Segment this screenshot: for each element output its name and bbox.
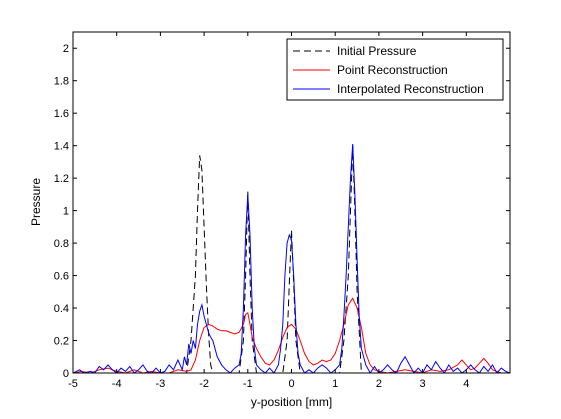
- x-tick-label: -3: [156, 378, 166, 390]
- x-tick-label: 3: [420, 378, 426, 390]
- x-tick-label: 0: [288, 378, 294, 390]
- y-tick-label: 1.4: [54, 141, 69, 153]
- y-tick-label: 1: [63, 206, 69, 218]
- x-tick-label: 4: [463, 378, 469, 390]
- x-tick-label: -2: [199, 378, 209, 390]
- y-tick-label: 0.8: [54, 238, 69, 250]
- x-tick-label: -5: [68, 378, 78, 390]
- legend: Initial Pressure Point Reconstruction Inte…: [286, 38, 504, 101]
- series-line-initial-pressure: [73, 145, 510, 373]
- y-tick-label: 1.6: [54, 108, 69, 120]
- x-axis: -5 -4 -3 -2 -1 0 1 2 3 4: [68, 32, 469, 390]
- y-tick-label: 1.8: [54, 76, 69, 88]
- legend-label: Initial Pressure: [337, 44, 417, 58]
- x-tick-label: -1: [243, 378, 253, 390]
- y-tick-label: 0.4: [54, 303, 69, 315]
- y-tick-label: 2: [63, 43, 69, 55]
- x-tick-label: 2: [376, 378, 382, 390]
- x-axis-title: y-position [mm]: [251, 395, 332, 409]
- legend-label: Point Reconstruction: [337, 63, 448, 77]
- legend-label: Interpolated Reconstruction: [337, 82, 484, 96]
- legend-entries: Initial Pressure Point Reconstruction Inte…: [293, 44, 484, 96]
- y-axis: 0 0.2 0.4 0.6 0.8 1 1.2 1.4 1.6 1.8 2: [54, 43, 510, 380]
- series-layer: [73, 143, 510, 373]
- y-tick-label: 1.2: [54, 173, 69, 185]
- y-tick-label: 0.6: [54, 271, 69, 283]
- x-tick-label: 1: [332, 378, 338, 390]
- y-tick-label: 0: [63, 368, 69, 380]
- y-tick-label: 0.2: [54, 336, 69, 348]
- y-axis-title: Pressure: [29, 178, 43, 226]
- x-tick-label: -4: [112, 378, 122, 390]
- series-line-interpolated-reconstruction: [73, 143, 510, 373]
